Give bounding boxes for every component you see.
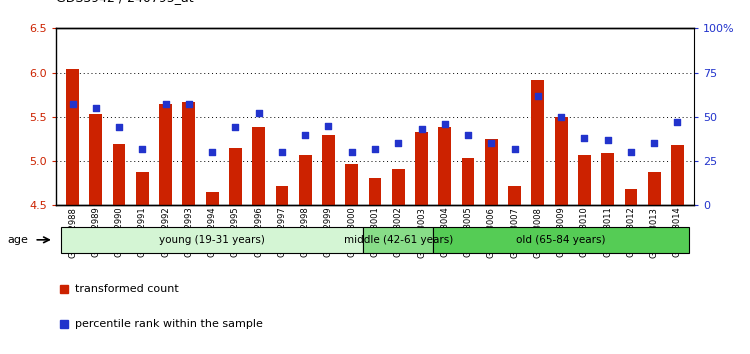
- Bar: [345, 164, 358, 205]
- Point: [416, 126, 428, 132]
- Bar: [625, 189, 638, 205]
- Point: [206, 149, 218, 155]
- Bar: [159, 103, 172, 205]
- Point: [509, 146, 520, 152]
- Bar: [61, 227, 363, 253]
- Point: [67, 102, 79, 107]
- Text: age: age: [8, 235, 28, 245]
- Point: [439, 121, 451, 127]
- Bar: [66, 69, 79, 205]
- Point: [648, 141, 660, 146]
- Bar: [298, 155, 311, 205]
- Point: [276, 149, 288, 155]
- Point: [671, 119, 683, 125]
- Bar: [182, 102, 195, 205]
- Bar: [416, 132, 428, 205]
- Point: [90, 105, 102, 111]
- Point: [602, 137, 613, 143]
- Point: [253, 110, 265, 116]
- Bar: [433, 227, 689, 253]
- Bar: [462, 158, 475, 205]
- Point: [625, 149, 637, 155]
- Bar: [252, 127, 265, 205]
- Bar: [206, 192, 218, 205]
- Bar: [363, 227, 434, 253]
- Point: [230, 125, 242, 130]
- Bar: [275, 186, 288, 205]
- Bar: [439, 127, 452, 205]
- Point: [113, 125, 125, 130]
- Text: middle (42-61 years): middle (42-61 years): [344, 235, 453, 245]
- Bar: [578, 155, 591, 205]
- Point: [485, 141, 497, 146]
- Text: old (65-84 years): old (65-84 years): [517, 235, 606, 245]
- Bar: [322, 135, 334, 205]
- Point: [555, 114, 567, 120]
- Point: [160, 102, 172, 107]
- Bar: [602, 153, 614, 205]
- Point: [136, 146, 148, 152]
- Text: transformed count: transformed count: [75, 284, 179, 294]
- Point: [532, 93, 544, 98]
- Bar: [136, 172, 148, 205]
- Point: [462, 132, 474, 137]
- Point: [392, 141, 404, 146]
- Bar: [509, 186, 521, 205]
- Bar: [485, 139, 498, 205]
- Bar: [392, 169, 405, 205]
- Bar: [671, 145, 684, 205]
- Bar: [555, 117, 568, 205]
- Point: [322, 123, 334, 129]
- Point: [578, 135, 590, 141]
- Point: [369, 146, 381, 152]
- Bar: [229, 148, 242, 205]
- Bar: [532, 80, 544, 205]
- Text: young (19-31 years): young (19-31 years): [159, 235, 265, 245]
- Point: [299, 132, 311, 137]
- Point: [183, 102, 195, 107]
- Text: GDS3942 / 240795_at: GDS3942 / 240795_at: [56, 0, 194, 4]
- Bar: [112, 144, 125, 205]
- Point: [346, 149, 358, 155]
- Bar: [368, 178, 382, 205]
- Text: percentile rank within the sample: percentile rank within the sample: [75, 319, 263, 329]
- Bar: [648, 172, 661, 205]
- Bar: [89, 114, 102, 205]
